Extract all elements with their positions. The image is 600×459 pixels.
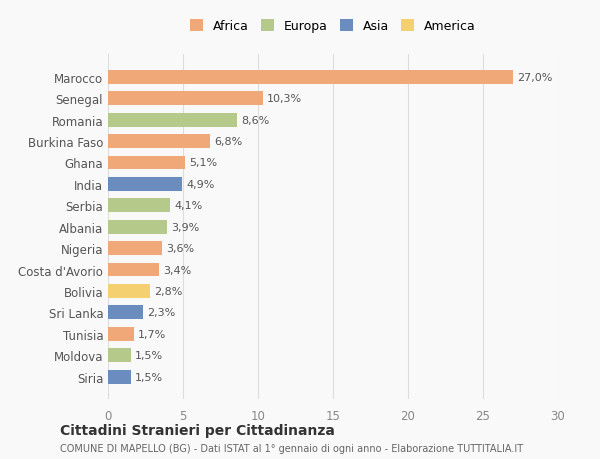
Bar bbox=[108, 92, 263, 106]
Bar bbox=[108, 156, 185, 170]
Bar bbox=[108, 348, 131, 362]
Text: 6,8%: 6,8% bbox=[215, 137, 243, 147]
Text: 1,5%: 1,5% bbox=[135, 372, 163, 382]
Text: 1,5%: 1,5% bbox=[135, 350, 163, 360]
Text: 4,1%: 4,1% bbox=[174, 201, 202, 211]
Text: 8,6%: 8,6% bbox=[241, 115, 270, 125]
Text: 10,3%: 10,3% bbox=[267, 94, 302, 104]
Text: 4,9%: 4,9% bbox=[186, 179, 214, 190]
Bar bbox=[108, 178, 182, 191]
Text: 3,4%: 3,4% bbox=[163, 265, 192, 275]
Bar bbox=[108, 135, 210, 149]
Text: 5,1%: 5,1% bbox=[189, 158, 217, 168]
Bar bbox=[108, 113, 237, 127]
Bar bbox=[108, 327, 133, 341]
Text: 27,0%: 27,0% bbox=[517, 73, 553, 83]
Bar bbox=[108, 220, 167, 234]
Text: 3,6%: 3,6% bbox=[167, 244, 194, 253]
Text: Cittadini Stranieri per Cittadinanza: Cittadini Stranieri per Cittadinanza bbox=[60, 423, 335, 437]
Bar bbox=[108, 71, 513, 84]
Bar bbox=[108, 199, 170, 213]
Text: 2,8%: 2,8% bbox=[155, 286, 183, 296]
Text: 2,3%: 2,3% bbox=[147, 308, 175, 318]
Text: 3,9%: 3,9% bbox=[171, 222, 199, 232]
Text: COMUNE DI MAPELLO (BG) - Dati ISTAT al 1° gennaio di ogni anno - Elaborazione TU: COMUNE DI MAPELLO (BG) - Dati ISTAT al 1… bbox=[60, 443, 523, 453]
Bar bbox=[108, 284, 150, 298]
Bar bbox=[108, 306, 143, 319]
Text: 1,7%: 1,7% bbox=[138, 329, 166, 339]
Legend: Africa, Europa, Asia, America: Africa, Europa, Asia, America bbox=[187, 17, 479, 37]
Bar bbox=[108, 370, 131, 384]
Bar bbox=[108, 241, 162, 256]
Bar bbox=[108, 263, 159, 277]
